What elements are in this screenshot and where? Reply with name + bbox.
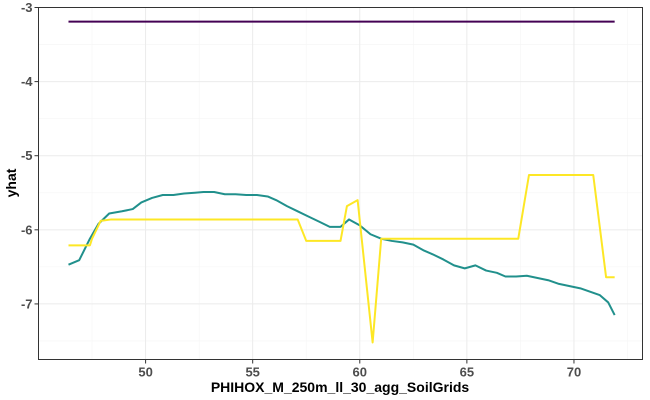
minor-gridlines	[38, 7, 643, 360]
series-lines	[68, 20, 616, 344]
x-tick-label: 50	[138, 365, 152, 380]
y-tick-label: -6	[21, 222, 33, 237]
panel-border	[38, 7, 643, 360]
y-axis-title: yhat	[3, 168, 19, 197]
y-tick-label: -4	[21, 74, 33, 89]
y-tick-label: -5	[21, 148, 33, 163]
y-tick-label: -7	[21, 296, 33, 311]
x-tick-label: 60	[353, 365, 367, 380]
x-axis-title: PHIHOX_M_250m_ll_30_agg_SoilGrids	[211, 379, 470, 395]
x-tick-label: 65	[460, 365, 474, 380]
y-tick-label: -3	[21, 0, 33, 15]
axis-ticks: 50 55 60 65 70 -7 -6 -5 -4 -3	[21, 0, 581, 380]
series-line-yellow	[68, 173, 615, 344]
x-tick-label: 55	[245, 365, 259, 380]
x-tick-label: 70	[567, 365, 581, 380]
